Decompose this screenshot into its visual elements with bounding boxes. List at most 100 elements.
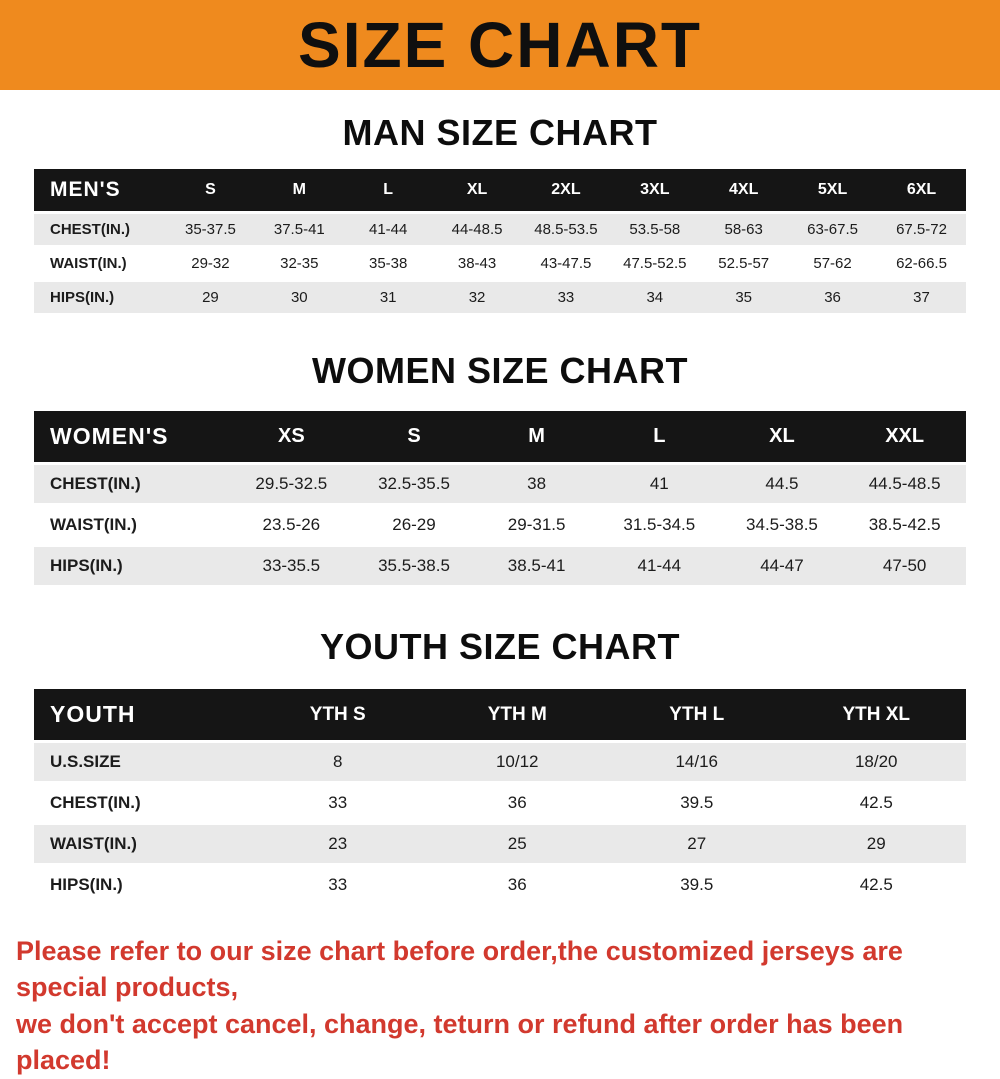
value-cell: 32.5-35.5 — [352, 465, 476, 503]
size-header-cell: 5XL — [788, 169, 877, 211]
size-header-cell: L — [597, 411, 721, 462]
disclaimer-note: Please refer to our size chart before or… — [16, 933, 984, 1079]
value-cell: 31 — [343, 282, 433, 313]
value-cell: 43-47.5 — [540, 255, 592, 272]
value-cell: 52.5-57 — [718, 255, 770, 272]
size-header-cell: YTH S — [248, 689, 428, 740]
mens-size-table: MEN'S S M L XL 2XL 3XL 4XL 5XL 6XL CHEST(IN.) 35-37… — [34, 166, 966, 316]
value-cell: 34.5-38.5 — [746, 515, 818, 534]
value-cell: 63-67.5 — [788, 214, 877, 245]
row-label-cell: HIPS(IN.) — [50, 875, 123, 894]
value-cell: 10/12 — [427, 743, 607, 781]
value-cell: 33 — [328, 793, 348, 812]
table-row: CHEST(IN.) 33 36 39.5 42.5 — [34, 784, 966, 822]
value-cell: 33 — [328, 875, 348, 894]
value-cell: 35-37.5 — [166, 214, 255, 245]
value-cell: 38.5-41 — [475, 547, 598, 585]
value-cell: 58-63 — [699, 214, 789, 245]
value-cell: 23.5-26 — [262, 515, 321, 534]
value-cell: 38-43 — [457, 255, 497, 272]
row-label-cell: WAIST(IN.) — [34, 825, 248, 863]
disclaimer-line-1: Please refer to our size chart before or… — [16, 936, 903, 1003]
value-cell: 44.5-48.5 — [843, 465, 966, 503]
size-header-cell: YTH XL — [786, 689, 966, 740]
youth-section-heading: YOUTH SIZE CHART — [319, 626, 680, 667]
value-cell: 41 — [597, 465, 721, 503]
row-label-cell: HIPS(IN.) — [34, 547, 230, 585]
value-cell: 57-62 — [813, 255, 852, 272]
value-cell: 48.5-53.5 — [521, 214, 611, 245]
value-cell: 33 — [521, 282, 611, 313]
value-cell: 29-31.5 — [507, 515, 566, 534]
value-cell: 67.5-72 — [877, 214, 966, 245]
value-cell: 37 — [877, 282, 966, 313]
value-cell: 26-29 — [392, 515, 436, 534]
womens-size-table: WOMEN'S XS S M L XL XXL CHEST(IN.) 29.5-32.5 32.5… — [34, 408, 966, 588]
size-header-cell: XXL — [843, 411, 966, 462]
value-cell: 39.5 — [680, 793, 714, 812]
page-title: SIZE CHART — [298, 9, 702, 81]
row-label-cell: HIPS(IN.) — [34, 282, 166, 313]
value-cell: 36 — [788, 282, 877, 313]
value-cell: 18/20 — [786, 743, 966, 781]
value-cell: 38.5-42.5 — [868, 515, 941, 534]
row-label-cell: WAIST(IN.) — [50, 255, 127, 272]
table-header-row: WOMEN'S XS S M L XL XXL — [34, 411, 966, 462]
value-cell: 62-66.5 — [896, 255, 947, 272]
youth-size-table: YOUTH YTH S YTH M YTH L YTH XL U.S.SIZE 8 10/12… — [34, 686, 966, 907]
value-cell: 34 — [610, 282, 700, 313]
table-header-row: MEN'S S M L XL 2XL 3XL 4XL 5XL 6XL — [34, 169, 966, 211]
size-header-cell: XS — [230, 411, 353, 462]
table-title-cell: WOMEN'S — [34, 411, 230, 462]
value-cell: 23 — [248, 825, 428, 863]
size-table-grid: WOMEN'S XS S M L XL XXL CHEST(IN.) 29.5-32.5 32.5… — [34, 408, 966, 588]
value-cell: 36 — [507, 875, 527, 894]
value-cell: 44-48.5 — [432, 214, 522, 245]
disclaimer-line-2: we don't accept cancel, change, teturn o… — [16, 1008, 904, 1076]
value-cell: 35 — [699, 282, 789, 313]
women-size-section: WOMEN SIZE CHART WOMEN'S XS S M L XL XXL CHEST(… — [0, 350, 1000, 588]
size-header-cell: L — [343, 169, 433, 211]
row-label-cell: CHEST(IN.) — [34, 465, 230, 503]
row-label-cell: CHEST(IN.) — [34, 214, 166, 245]
value-cell: 32 — [432, 282, 522, 313]
size-header-cell: 3XL — [610, 169, 700, 211]
value-cell: 30 — [254, 282, 344, 313]
value-cell: 47.5-52.5 — [623, 255, 687, 272]
value-cell: 8 — [248, 743, 428, 781]
row-label-cell: U.S.SIZE — [34, 743, 248, 781]
size-header-cell: 6XL — [877, 169, 966, 211]
value-cell: 42.5 — [859, 793, 893, 812]
man-section-heading: MAN SIZE CHART — [342, 112, 658, 153]
youth-size-section: YOUTH SIZE CHART YOUTH YTH S YTH M YTH L YTH… — [0, 626, 1000, 907]
table-row: CHEST(IN.) 29.5-32.5 32.5-35.5 38 41 44.5 44.5… — [34, 465, 966, 503]
table-header-row: YOUTH YTH S YTH M YTH L YTH XL — [34, 689, 966, 740]
size-header-cell: 4XL — [699, 169, 789, 211]
table-row: HIPS(IN.) 33 36 39.5 42.5 — [34, 866, 966, 904]
row-label-cell: CHEST(IN.) — [50, 793, 141, 812]
value-cell: 36 — [507, 793, 527, 812]
value-cell: 32-35 — [280, 255, 319, 272]
size-header-cell: XL — [720, 411, 844, 462]
table-row: HIPS(IN.) 33-35.5 35.5-38.5 38.5-41 41-44 44-… — [34, 547, 966, 585]
value-cell: 29 — [786, 825, 966, 863]
value-cell: 25 — [427, 825, 607, 863]
table-title-cell: YOUTH — [34, 689, 248, 740]
table-row: WAIST(IN.) 29-32 32-35 35-38 38-43 43-47.5 47.… — [34, 248, 966, 279]
table-row: WAIST(IN.) 23.5-26 26-29 29-31.5 31.5-34.5 34… — [34, 506, 966, 544]
value-cell: 42.5 — [859, 875, 893, 894]
title-banner: SIZE CHART — [0, 0, 1000, 90]
value-cell: 33-35.5 — [230, 547, 353, 585]
size-table-grid: MEN'S S M L XL 2XL 3XL 4XL 5XL 6XL CHEST(IN.) 35-37… — [34, 166, 966, 316]
table-row: CHEST(IN.) 35-37.5 37.5-41 41-44 44-48.5 48.5… — [34, 214, 966, 245]
value-cell: 37.5-41 — [254, 214, 344, 245]
size-header-cell: 2XL — [521, 169, 611, 211]
value-cell: 47-50 — [843, 547, 966, 585]
value-cell: 44.5 — [720, 465, 844, 503]
value-cell: 44-47 — [720, 547, 844, 585]
value-cell: 29-32 — [191, 255, 230, 272]
size-table-grid: YOUTH YTH S YTH M YTH L YTH XL U.S.SIZE 8 10/12… — [34, 686, 966, 907]
table-row: HIPS(IN.) 29 30 31 32 33 34 35 36 37 — [34, 282, 966, 313]
value-cell: 31.5-34.5 — [623, 515, 696, 534]
